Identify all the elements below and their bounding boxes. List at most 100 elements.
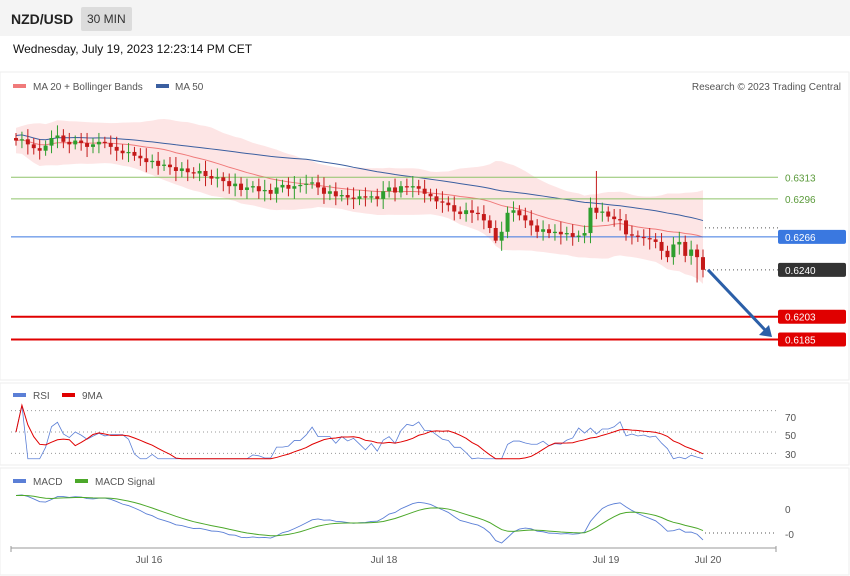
- candle-body: [90, 144, 95, 147]
- rsi-legend: RSI 9MA: [13, 391, 103, 402]
- rsi-legend-label: RSI: [33, 391, 50, 402]
- macd-tick-neg: -0: [785, 530, 794, 541]
- level-label-support: 0.6185: [785, 336, 816, 347]
- candle-body: [635, 235, 640, 237]
- candle-body: [671, 244, 676, 258]
- candle-body: [339, 195, 344, 197]
- rsi-legend-swatch: [13, 393, 26, 397]
- candle-body: [381, 191, 386, 199]
- candle-body: [256, 186, 261, 192]
- candle-body: [641, 236, 646, 239]
- ma50-legend-label: MA 50: [175, 82, 204, 93]
- candle-body: [665, 250, 670, 258]
- rsi-line: [15, 405, 704, 460]
- chart-credit: Research © 2023 Trading Central: [692, 82, 841, 93]
- candle-body: [499, 231, 504, 241]
- level-tag-support: [778, 332, 846, 347]
- candle-body: [227, 181, 232, 187]
- level-label-resistance: 0.6296: [785, 195, 816, 206]
- candle-body: [244, 187, 249, 190]
- candle-body: [102, 141, 107, 144]
- candle-body: [351, 197, 356, 199]
- rsi-ma-line: [15, 403, 704, 460]
- candle-body: [393, 187, 398, 193]
- candle-body: [67, 141, 72, 145]
- candle-body: [162, 164, 167, 166]
- candle-body: [333, 191, 338, 197]
- candle-body: [19, 139, 24, 141]
- candle-body: [387, 187, 392, 192]
- price-chart: 0.6313 0.6296 0.6266 0.6240 0.6203 0.6185: [11, 118, 846, 347]
- candle-body: [523, 215, 528, 221]
- candle-body: [31, 144, 36, 149]
- symbol-label: NZD/USD: [11, 11, 74, 27]
- timeframe-button[interactable]: 30 MIN: [81, 7, 132, 31]
- level-label-current: 0.6240: [785, 266, 816, 277]
- candle-body: [564, 233, 569, 235]
- candle-body: [37, 148, 42, 151]
- macd-legend: MACD MACD Signal: [13, 477, 155, 488]
- macd-chart: [15, 494, 776, 544]
- candle-body: [132, 151, 137, 156]
- price-panel-background: [0, 71, 850, 381]
- ma50-legend-swatch: [156, 84, 169, 88]
- candle-body: [85, 143, 90, 147]
- candle-body: [316, 182, 321, 188]
- candle-body: [552, 231, 557, 234]
- candle-body: [298, 184, 303, 187]
- candle-body: [49, 138, 54, 146]
- candle-body: [434, 196, 439, 202]
- candle-body: [677, 241, 682, 245]
- forecast-arrow-shaft: [706, 268, 768, 333]
- candle-body: [689, 249, 694, 256]
- candle-body: [138, 155, 143, 159]
- candle-body: [511, 210, 516, 213]
- candle-body: [144, 158, 149, 163]
- macd-legend-label: MACD: [33, 477, 62, 488]
- candle-body: [458, 211, 463, 215]
- candle-body: [357, 196, 362, 199]
- candle-body: [547, 229, 552, 234]
- candle-body: [327, 191, 332, 194]
- rsi-ma-legend-label: 9MA: [82, 391, 103, 402]
- candle-body: [120, 150, 125, 154]
- macd-legend-swatch: [13, 479, 26, 483]
- candle-body: [487, 220, 492, 228]
- candle-body: [25, 139, 30, 145]
- candle-body: [475, 212, 480, 215]
- candle-body: [321, 187, 326, 194]
- candle-body: [618, 219, 623, 221]
- level-tag-current: [778, 262, 846, 277]
- rsi-tick-30: 30: [785, 450, 797, 461]
- candle-body: [701, 257, 705, 270]
- candle-body: [594, 207, 599, 213]
- candle-body: [570, 233, 575, 237]
- candle-body: [481, 214, 486, 221]
- candle-body: [79, 140, 84, 144]
- candle-body: [73, 140, 78, 145]
- candle-body: [422, 188, 427, 194]
- price-legend: MA 20 + Bollinger Bands MA 50 Research ©…: [13, 82, 841, 93]
- candle-body: [653, 239, 658, 242]
- candle-body: [517, 210, 522, 216]
- candle-body: [428, 193, 433, 197]
- datetime-label: Wednesday, July 19, 2023 12:23:14 PM CET: [13, 42, 253, 56]
- x-tick-jul-19: Jul 19: [593, 555, 620, 566]
- candle-body: [452, 205, 457, 212]
- rsi-ma-legend-swatch: [62, 393, 75, 397]
- candle-body: [576, 235, 581, 237]
- candle-body: [582, 233, 587, 236]
- candle-body: [683, 241, 688, 256]
- candle-body: [588, 207, 593, 234]
- candle-body: [292, 186, 297, 189]
- candle-body: [606, 211, 611, 217]
- ma20-legend-label: MA 20 + Bollinger Bands: [33, 82, 143, 93]
- candle-body: [167, 164, 172, 168]
- level-label-resistance: 0.6313: [785, 173, 816, 184]
- candle-body: [233, 183, 238, 187]
- candle-body: [156, 160, 161, 166]
- candle-body: [647, 238, 652, 240]
- candle-body: [191, 172, 196, 174]
- candle-body: [659, 241, 664, 251]
